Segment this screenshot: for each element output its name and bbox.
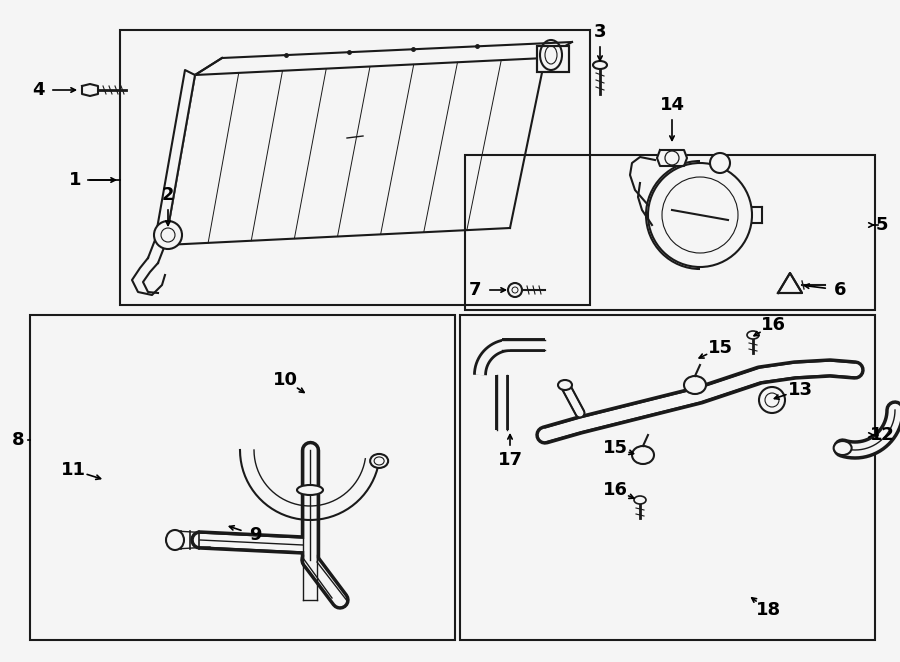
Ellipse shape: [166, 530, 184, 550]
Bar: [30, 315, 455, 640]
Polygon shape: [155, 70, 195, 245]
Bar: [537, 46, 569, 72]
Polygon shape: [778, 273, 802, 293]
Text: 16: 16: [602, 481, 627, 499]
Bar: [537, 46, 569, 72]
Circle shape: [154, 221, 182, 249]
Text: 2: 2: [162, 186, 175, 204]
Text: 6: 6: [833, 281, 846, 299]
Bar: [460, 315, 875, 640]
Text: 9: 9: [248, 526, 261, 544]
Polygon shape: [538, 50, 568, 68]
Text: 8: 8: [12, 431, 24, 449]
Text: 3: 3: [594, 23, 607, 41]
Text: 1: 1: [68, 171, 81, 189]
Ellipse shape: [370, 454, 388, 468]
Text: 17: 17: [498, 451, 523, 469]
Ellipse shape: [833, 441, 851, 455]
Ellipse shape: [297, 485, 323, 495]
Text: 10: 10: [273, 371, 298, 389]
Text: 18: 18: [755, 601, 780, 619]
Text: 7: 7: [469, 281, 482, 299]
Polygon shape: [657, 150, 687, 166]
Circle shape: [710, 153, 730, 173]
Ellipse shape: [558, 380, 572, 390]
Ellipse shape: [632, 446, 654, 464]
Text: 5: 5: [876, 216, 888, 234]
Text: 11: 11: [60, 461, 86, 479]
Ellipse shape: [593, 61, 607, 69]
Text: 4: 4: [32, 81, 44, 99]
Text: 14: 14: [660, 96, 685, 114]
Text: 13: 13: [788, 381, 813, 399]
Bar: [120, 30, 590, 305]
Bar: [465, 155, 875, 310]
Text: 16: 16: [760, 316, 786, 334]
Text: 15: 15: [707, 339, 733, 357]
Ellipse shape: [634, 496, 646, 504]
Ellipse shape: [747, 331, 759, 339]
Circle shape: [759, 387, 785, 413]
Polygon shape: [82, 84, 98, 96]
Text: 12: 12: [869, 426, 895, 444]
Text: 15: 15: [602, 439, 627, 457]
Ellipse shape: [684, 376, 706, 394]
